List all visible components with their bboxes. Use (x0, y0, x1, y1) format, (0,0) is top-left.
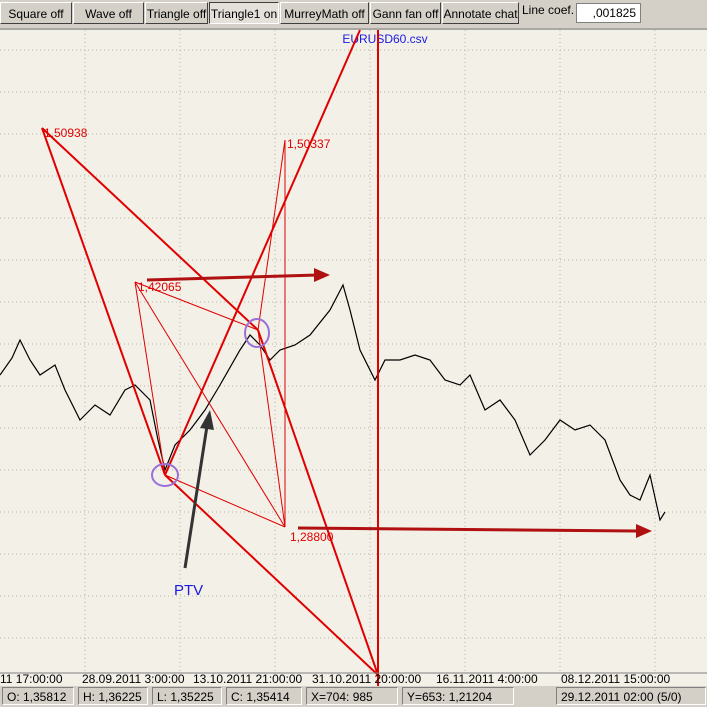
toolbar-button[interactable]: Square off (0, 2, 72, 24)
toolbar-button[interactable]: Gann fan off (370, 2, 441, 24)
triangle-lines (41, 29, 379, 686)
status-field: L: 1,35225 (152, 687, 222, 705)
status-field: 29.12.2011 02:00 (5/0) (556, 687, 706, 705)
toolbar-button[interactable]: Triangle1 on (209, 2, 279, 24)
line-coef-label: Line coef. (522, 3, 575, 17)
price-label: 1,50337 (287, 137, 331, 151)
annotation: PTV (174, 582, 203, 599)
toolbar-button[interactable]: Annotate chat (442, 2, 519, 24)
price-path (0, 283, 666, 522)
pivot-markers (151, 318, 270, 487)
arrows (146, 268, 652, 569)
status-field: Y=653: 1,21204 (402, 687, 514, 705)
price-label: 1,42065 (138, 280, 182, 294)
x-axis-label: 31.10.2011 20:00:00 (312, 672, 422, 686)
toolbar-button[interactable]: Triangle off (145, 2, 208, 24)
status-field: H: 1,36225 (78, 687, 148, 705)
line-coef-input[interactable]: ,001825 (576, 3, 641, 23)
price-label: 1,50938 (44, 126, 88, 140)
toolbar-button[interactable]: MurreyMath off (280, 2, 369, 24)
status-field: O: 1,35812 (2, 687, 74, 705)
x-axis-label: 11 17:00:00 (0, 672, 63, 686)
chart-title: EURUSD60.csv (342, 32, 427, 46)
chart-background (0, 30, 707, 686)
x-axis-label: 08.12.2011 15:00:00 (561, 672, 671, 686)
status-field: X=704: 985 (306, 687, 398, 705)
status-field: C: 1,35414 (226, 687, 302, 705)
x-axis-label: 13.10.2011 21:00:00 (193, 672, 303, 686)
x-axis-label: 16.11.2011 4:00:00 (436, 672, 538, 686)
chart-area: EURUSD60.csv 1,50938 1,50337 1,42065 1,2… (0, 28, 707, 686)
x-axis-label: 28.09.2011 3:00:00 (82, 672, 185, 686)
price-label: 1,28800 (290, 530, 334, 544)
toolbar-button[interactable]: Wave off (73, 2, 144, 24)
